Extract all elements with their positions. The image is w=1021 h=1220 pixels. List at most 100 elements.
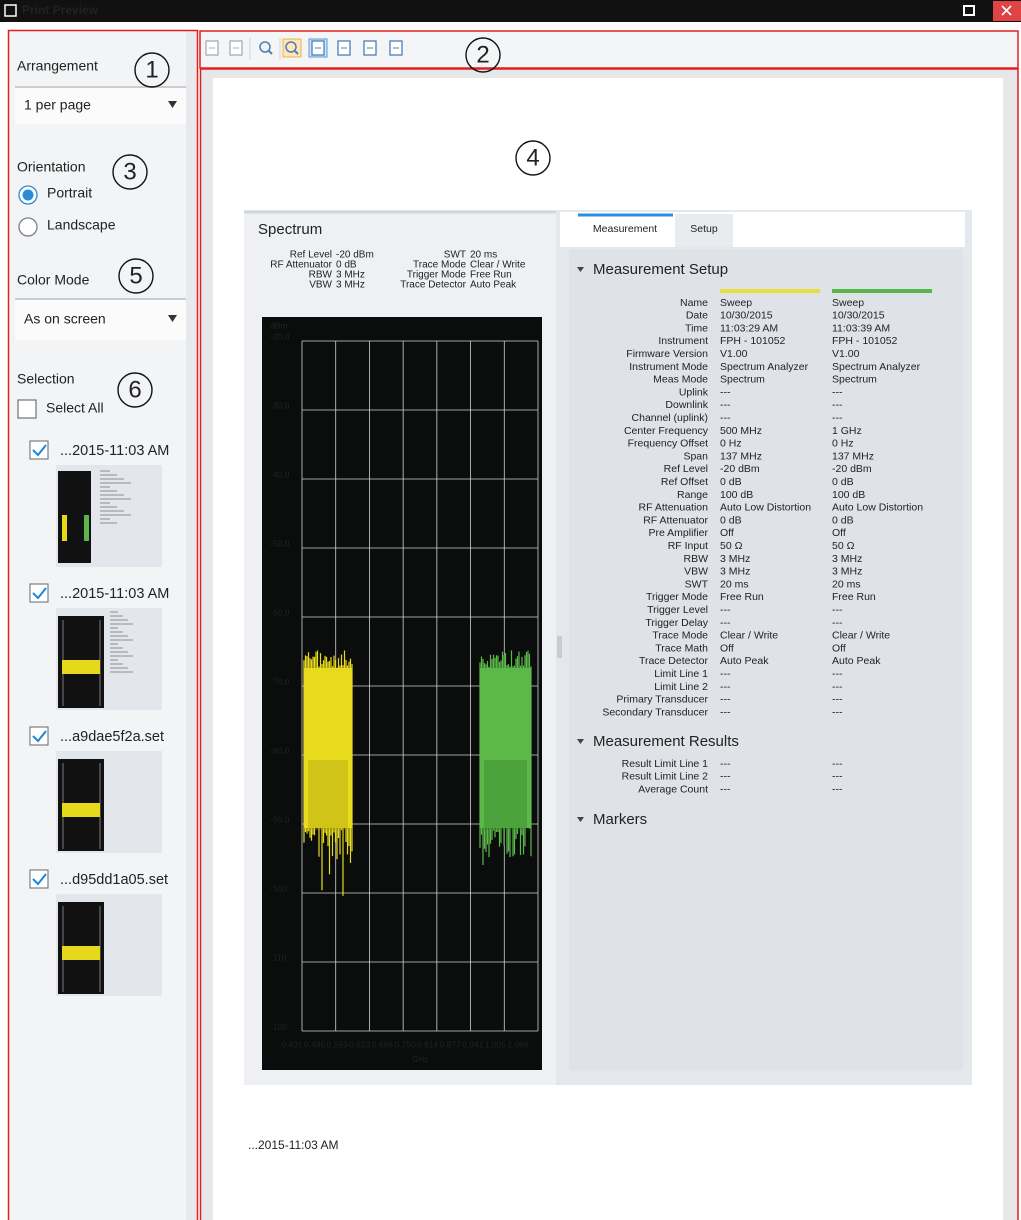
zoom-icon[interactable] — [259, 41, 271, 53]
x-tick-label: 0.814 — [417, 1039, 439, 1049]
y-tick-label: -70.0 — [270, 676, 290, 686]
row-label: Uplink — [679, 386, 709, 398]
arrangement-value: 1 per page — [24, 97, 91, 113]
row-label: Firmware Version — [626, 348, 708, 360]
y-tick-label: -90.0 — [270, 814, 290, 824]
row-value: Auto Low Distortion — [720, 502, 811, 514]
color-mode-dropdown[interactable] — [15, 298, 186, 340]
param-value: 3 MHz — [336, 270, 365, 281]
item-name[interactable]: ...a9dae5f2a.set — [60, 729, 164, 745]
row-label: RF Input — [668, 540, 708, 552]
row-value: --- — [720, 681, 731, 693]
item-checkbox[interactable] — [29, 583, 49, 603]
x-tick-label: 0.623 — [349, 1039, 371, 1049]
row-value: 0 dB — [720, 514, 742, 526]
callout-number: 6 — [128, 376, 141, 403]
y-tick-label: -120 — [270, 1021, 287, 1031]
section-title[interactable]: Measurement Results — [593, 733, 739, 750]
row-value: --- — [832, 617, 843, 629]
row-value: --- — [720, 399, 731, 411]
trace-noise — [479, 650, 532, 865]
row-value: --- — [832, 412, 843, 424]
row-value: --- — [720, 771, 731, 783]
section-title[interactable]: Measurement Setup — [593, 261, 728, 278]
row-value: 137 MHz — [720, 450, 762, 462]
thumb-trace — [62, 515, 67, 541]
section-title[interactable]: Markers — [593, 811, 647, 828]
param-value: 20 ms — [470, 250, 497, 261]
tab-label[interactable]: Measurement — [593, 223, 657, 235]
item-checkbox[interactable] — [29, 726, 49, 746]
tab-measurement[interactable] — [578, 214, 673, 247]
row-value: V1.00 — [720, 348, 748, 360]
item-name[interactable]: ...d95dd1a05.set — [60, 872, 168, 888]
row-label: Instrument Mode — [629, 361, 708, 373]
item-checkbox[interactable] — [29, 440, 49, 460]
zoom-handle — [294, 50, 299, 55]
row-value: 10/30/2015 — [832, 310, 885, 322]
spectrum-title: Spectrum — [258, 221, 322, 238]
maximize-button[interactable] — [963, 5, 975, 16]
callout-number: 1 — [145, 56, 158, 83]
row-label: Trace Mode — [652, 630, 708, 642]
row-label: Trigger Delay — [645, 617, 708, 629]
row-label: VBW — [684, 566, 708, 578]
measurement-content — [569, 249, 963, 1070]
trace-noise — [303, 650, 353, 896]
row-label: Result Limit Line 2 — [622, 771, 709, 783]
section-arrow[interactable] — [577, 739, 584, 744]
row-value: -20 dBm — [720, 463, 760, 475]
trace-shade — [484, 760, 527, 830]
y-tick-label: -110 — [270, 952, 287, 962]
thumb-trace — [62, 660, 100, 674]
row-value: --- — [832, 386, 843, 398]
toolbar — [199, 30, 1019, 69]
zoom-handle — [268, 50, 273, 55]
row-value: 100 dB — [720, 489, 753, 501]
param-label: Ref Level — [290, 250, 332, 261]
row-label: RF Attenuation — [639, 502, 709, 514]
select-all-checkbox[interactable] — [17, 399, 37, 419]
param-label: VBW — [309, 280, 332, 291]
row-value: 1 GHz — [832, 425, 862, 437]
item-name[interactable]: ...2015-11:03 AM — [60, 586, 169, 602]
window-title: Print Preview — [22, 3, 99, 17]
section-arrow[interactable] — [577, 267, 584, 272]
arrangement-dropdown[interactable] — [15, 86, 186, 124]
row-label: Limit Line 1 — [654, 668, 708, 680]
tab-setup[interactable] — [675, 214, 733, 247]
tab-label[interactable]: Setup — [690, 223, 718, 235]
row-value: 0 dB — [720, 476, 742, 488]
trace-shade — [308, 760, 348, 830]
row-label: Secondary Transducer — [602, 706, 708, 718]
check-mark — [32, 730, 47, 743]
y-tick-label: -100 — [270, 883, 287, 893]
y-tick-label: -30.0 — [270, 400, 290, 410]
item-checkbox[interactable] — [29, 869, 49, 889]
row-value: Spectrum — [832, 374, 877, 386]
zoom-icon[interactable] — [285, 41, 297, 53]
callout-circle — [118, 258, 154, 294]
radio-button[interactable] — [18, 217, 38, 237]
thumb-trace — [62, 946, 100, 960]
param-value: Clear / Write — [470, 260, 526, 271]
param-value: -20 dBm — [336, 250, 374, 261]
row-label: Instrument — [658, 335, 708, 347]
row-value: Spectrum — [720, 374, 765, 386]
row-label: Meas Mode — [653, 374, 708, 386]
row-label: RBW — [684, 553, 709, 565]
row-value: 50 Ω — [720, 540, 743, 552]
row-value: 0 Hz — [832, 438, 854, 450]
row-label: Date — [686, 310, 708, 322]
row-value: V1.00 — [832, 348, 860, 360]
row-label: Center Frequency — [624, 425, 709, 437]
row-value: Sweep — [832, 297, 864, 309]
item-name[interactable]: ...2015-11:03 AM — [60, 443, 169, 459]
row-value: 20 ms — [720, 578, 749, 590]
dropdown-arrow — [168, 315, 177, 322]
x-tick-label: 0.686 — [372, 1039, 394, 1049]
section-arrow[interactable] — [577, 817, 584, 822]
row-label: Frequency Offset — [628, 438, 708, 450]
window-icon — [4, 4, 17, 17]
